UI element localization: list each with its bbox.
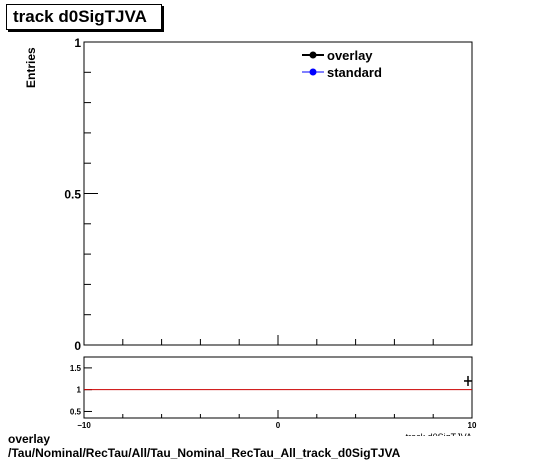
ratio-x-tick-label: 0 bbox=[276, 421, 281, 430]
ratio-frame bbox=[83, 356, 473, 419]
legend-label-standard: standard bbox=[327, 65, 382, 80]
ratio-x-tick-label: 10 bbox=[468, 421, 477, 430]
legend-marker-standard bbox=[309, 68, 317, 76]
main-frame bbox=[83, 41, 473, 346]
footer-line-2: /Tau/Nominal/RecTau/All/Tau_Nominal_RecT… bbox=[8, 446, 401, 460]
ratio-y-tick-label: 0.5 bbox=[70, 407, 82, 416]
y-tick-label: 1 bbox=[74, 36, 81, 50]
y-tick-label: 0 bbox=[74, 339, 81, 353]
ratio-x-tick-label: −10 bbox=[77, 421, 91, 430]
footer: overlay /Tau/Nominal/RecTau/All/Tau_Nomi… bbox=[8, 432, 400, 460]
x-axis-label: track d0SigTJVA bbox=[406, 432, 472, 442]
footer-line-1: overlay bbox=[8, 432, 51, 446]
ratio-y-tick-label: 1 bbox=[77, 386, 82, 395]
legend-label-overlay: overlay bbox=[327, 48, 373, 63]
chart-title: track d0SigTJVA bbox=[13, 7, 147, 26]
ratio-y-tick-label: 1.5 bbox=[70, 364, 82, 373]
y-tick-label: 0.5 bbox=[64, 188, 81, 202]
legend-marker-overlay bbox=[309, 51, 317, 59]
title-box: track d0SigTJVA bbox=[6, 4, 162, 30]
